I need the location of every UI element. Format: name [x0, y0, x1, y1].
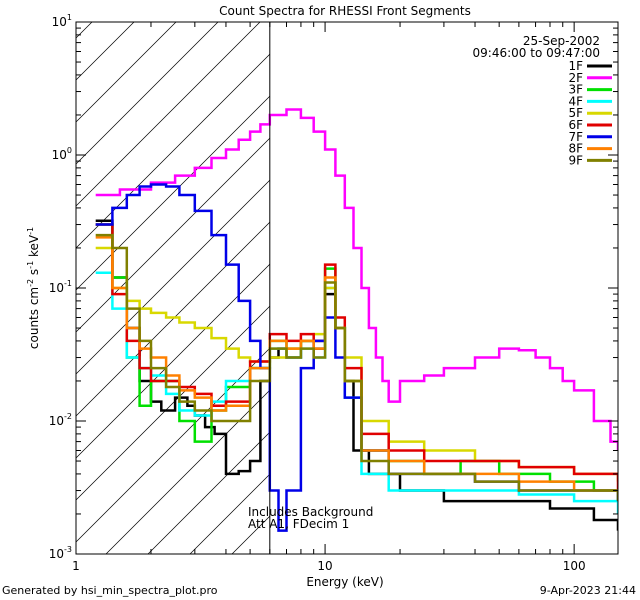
series-group: [95, 108, 618, 532]
hatch-line: [76, 305, 270, 501]
background-note: Includes Background: [248, 505, 373, 519]
time-range-label: 09:46:00 to 09:47:00: [473, 46, 600, 60]
hatch-line: [76, 22, 219, 165]
generated-by-label: Generated by hsi_min_spectra_plot.pro: [2, 584, 218, 597]
y-axis-label: counts cm-2 s-1 keV-1: [26, 227, 41, 349]
x-axis-label: Energy (keV): [306, 575, 383, 589]
legend-label-8F: 8F: [568, 142, 583, 156]
hatch-line: [76, 22, 177, 123]
series-line-9F: [95, 233, 618, 502]
y-axis-label-exp1: -2: [26, 279, 35, 287]
y-tick-label: 10-1: [49, 279, 72, 295]
y-axis-label-mid: s: [27, 269, 41, 279]
series-line-2F: [95, 108, 618, 451]
legend-label-6F: 6F: [568, 118, 583, 132]
hatch-line: [76, 347, 270, 543]
y-tick-label: 10-3: [49, 545, 72, 561]
x-tick-label: 10: [317, 559, 332, 573]
y-axis-label-exp2: -1: [26, 261, 35, 269]
timestamp-label: 9-Apr-2023 21:44: [540, 584, 636, 597]
hatch-line: [76, 179, 270, 375]
legend-label-3F: 3F: [568, 83, 583, 97]
hatch-line: [76, 22, 261, 207]
y-axis-label-exp3: -1: [26, 227, 35, 235]
date-label: 25-Sep-2002: [523, 34, 600, 48]
hatch-line: [105, 389, 270, 554]
hatch-line: [76, 221, 270, 417]
y-tick-label: 100: [52, 146, 72, 162]
x-axis-ticks: 1 10 100: [72, 22, 586, 573]
hatch-line: [147, 431, 270, 554]
legend-label-2F: 2F: [568, 71, 583, 85]
y-axis-label-tail: keV: [27, 234, 41, 261]
legend-label-7F: 7F: [568, 130, 583, 144]
y-axis-label-main: counts cm: [27, 287, 41, 349]
hatch-line: [76, 263, 270, 459]
legend-label-5F: 5F: [568, 106, 583, 120]
chart-title: Count Spectra for RHESSI Front Segments: [219, 4, 471, 18]
attenuator-note: Att A1, FDecim 1: [248, 517, 349, 531]
y-tick-label: 101: [52, 13, 72, 29]
y-tick-label: 10-2: [49, 412, 72, 428]
x-tick-label: 100: [563, 559, 586, 573]
legend-label-4F: 4F: [568, 94, 583, 108]
legend-label-1F: 1F: [568, 59, 583, 73]
hatch-line: [76, 53, 270, 249]
y-axis-ticks: 10-3 10-2 10-1 100 101: [49, 13, 618, 561]
legend-label-9F: 9F: [568, 153, 583, 167]
x-tick-label: 1: [72, 559, 80, 573]
